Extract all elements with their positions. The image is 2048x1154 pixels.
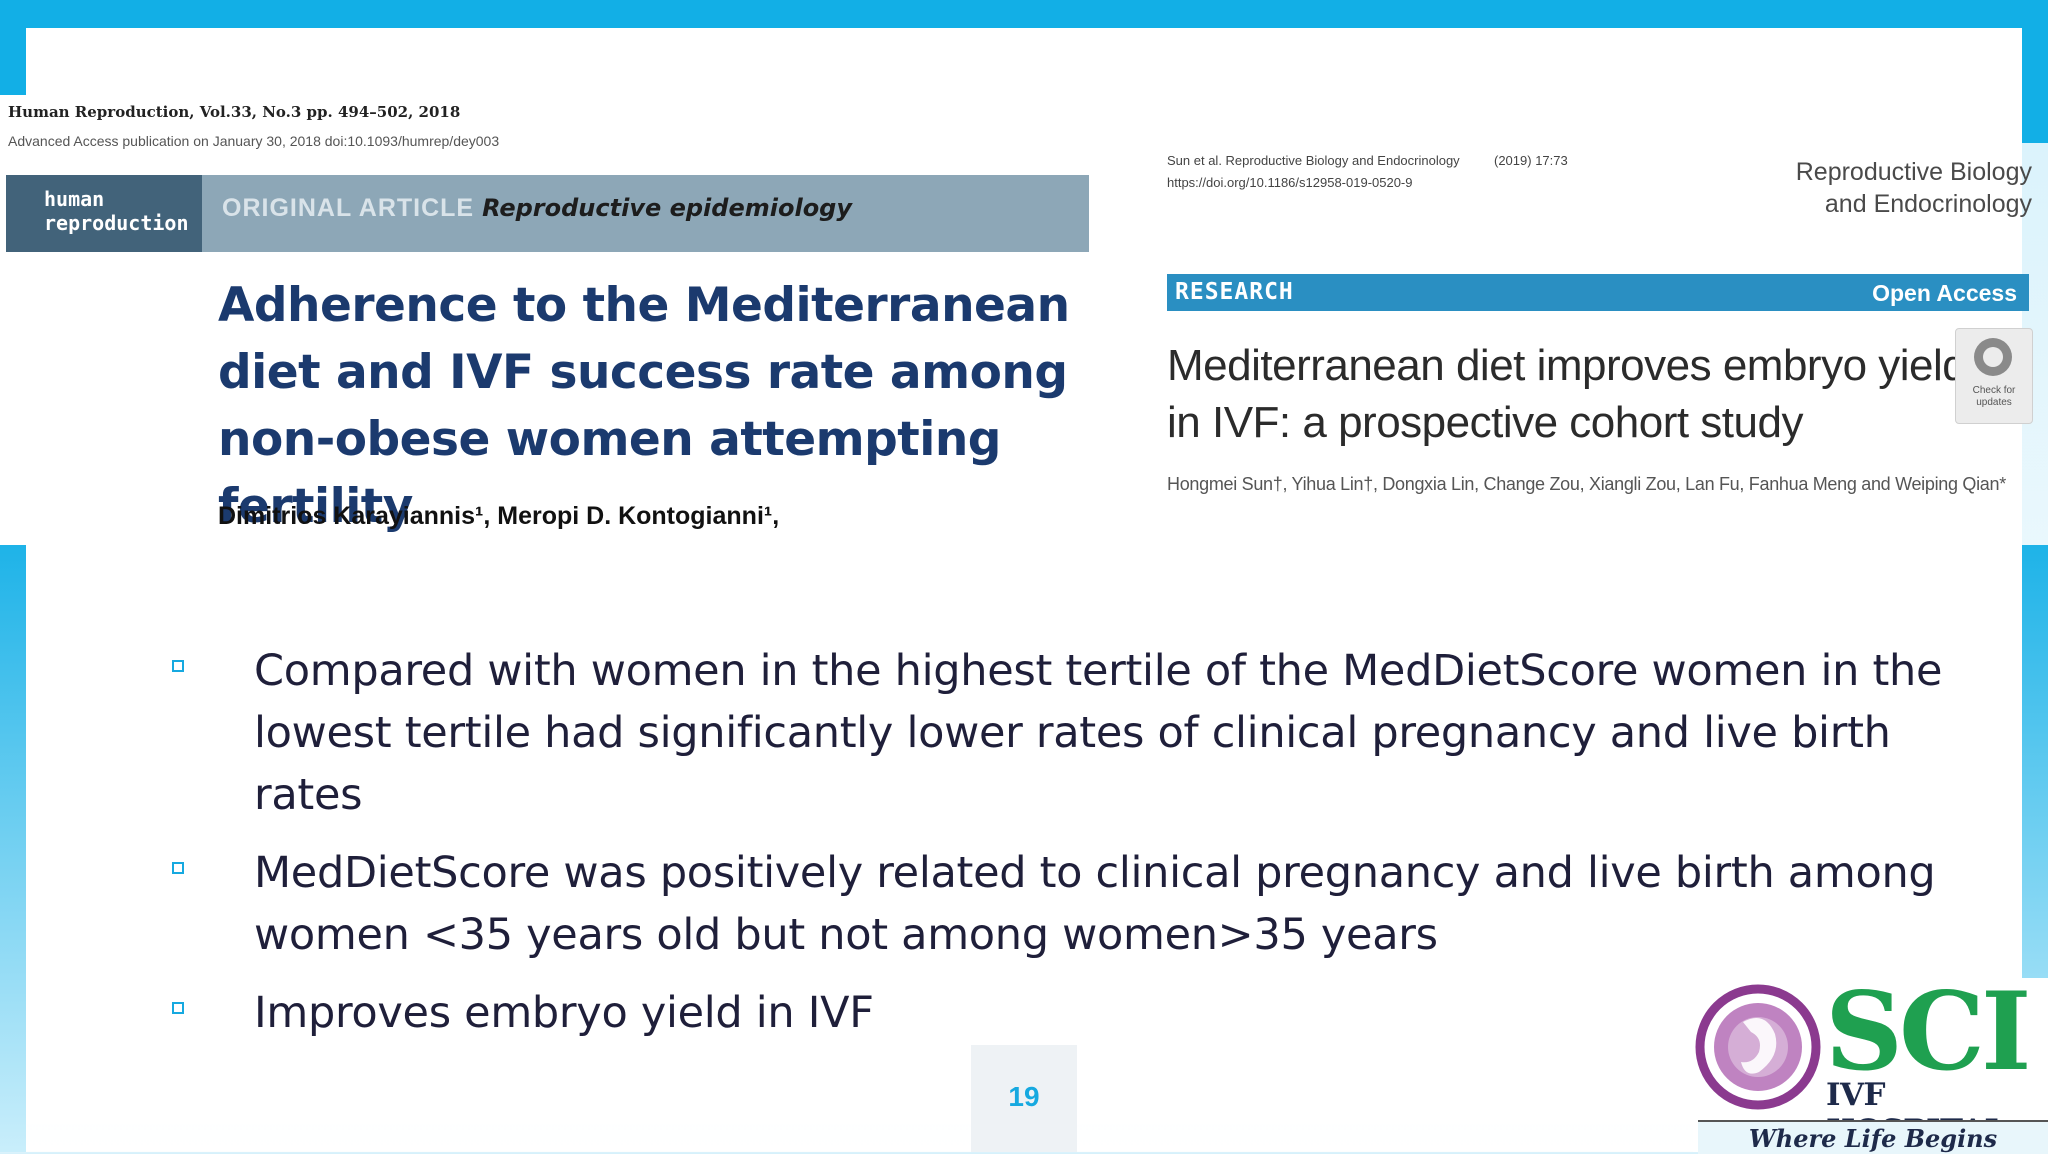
logo-line-2: reproduction [44, 211, 189, 235]
bullet-text: Compared with women in the highest terti… [254, 646, 1943, 820]
page-number-box: 19 [971, 1045, 1077, 1152]
article-category: Reproductive epidemiology [482, 194, 852, 222]
paper-right-citation: Sun et al. Reproductive Biology and Endo… [1167, 150, 1568, 194]
logo-line-1: human [44, 187, 105, 211]
bullet-text: MedDietScore was positively related to c… [254, 848, 1936, 960]
open-access-label: Open Access [1872, 280, 2017, 306]
check-for-updates-badge: Check for updates [1955, 328, 2033, 424]
sci-ivf-logo: SCI IVF HOSPITAL Where Life Begins [1693, 969, 2048, 1154]
citation-doi: https://doi.org/10.1186/s12958-019-0520-… [1167, 175, 1413, 190]
journal-name: Reproductive Biology and Endocrinology [1796, 156, 2032, 220]
paper-right-title: Mediterranean diet improves embryo yield… [1167, 341, 1967, 447]
left-accent-strip [0, 0, 26, 95]
citation-journal: Sun et al. Reproductive Biology and Endo… [1167, 153, 1460, 168]
paper-right-authors: Hongmei Sun†, Yihua Lin†, Dongxia Lin, C… [1167, 474, 2006, 494]
article-type-label: ORIGINAL ARTICLE Reproductive epidemiolo… [222, 194, 852, 223]
page-number: 19 [1008, 1081, 1040, 1112]
bullet-list: Compared with women in the highest terti… [170, 640, 2010, 1060]
journal-name-line-2: and Endocrinology [1824, 190, 2032, 218]
check-updates-label: Check for updates [1972, 385, 2016, 408]
square-bullet-icon [172, 1002, 184, 1014]
citation-year: (2019) 17:73 [1494, 153, 1568, 168]
logo-tagline-bar: Where Life Begins [1698, 1120, 2048, 1154]
research-bar: RESEARCH Open Access [1167, 274, 2029, 311]
article-type: ORIGINAL ARTICLE [222, 194, 475, 222]
bullet-item: MedDietScore was positively related to c… [170, 842, 2010, 966]
bullet-item: Improves embryo yield in IVF [170, 982, 2010, 1044]
bullet-item: Compared with women in the highest terti… [170, 640, 2010, 826]
logo-name: SCI [1825, 969, 2031, 1095]
journal-citation-line: Human Reproduction, Vol.33, No.3 pp. 494… [8, 103, 461, 121]
paper-left-title: Adherence to the Mediterranean diet and … [218, 278, 1070, 534]
logo-tagline: Where Life Begins [1748, 1124, 1998, 1153]
paper-left-authors: Dimitrios Karayiannis¹, Meropi D. Kontog… [218, 502, 780, 530]
top-accent-bar [0, 0, 2048, 28]
paper-left-excerpt [0, 95, 1095, 545]
journal-name-line-1: Reproductive Biology [1795, 158, 2032, 186]
section-label: RESEARCH [1175, 279, 1294, 305]
bullet-text: Improves embryo yield in IVF [254, 988, 874, 1038]
human-reproduction-logo: human reproduction [6, 175, 202, 252]
check-updates-icon [1974, 338, 2012, 376]
mother-child-icon [1695, 984, 1821, 1110]
journal-access-line: Advanced Access publication on January 3… [8, 133, 500, 149]
right-accent-strip [2022, 0, 2048, 143]
square-bullet-icon [172, 862, 184, 874]
left-gradient-strip [0, 545, 26, 1152]
square-bullet-icon [172, 660, 184, 672]
